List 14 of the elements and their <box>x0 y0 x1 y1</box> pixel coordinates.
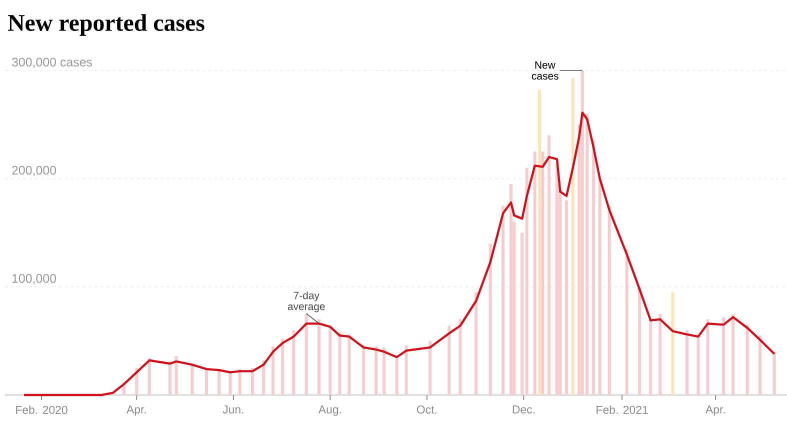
annotation: 7-day average <box>288 292 325 312</box>
chart-title: New reported cases <box>8 14 204 36</box>
y-tick-label: 100,000 <box>12 274 56 284</box>
annotation: New cases <box>532 61 558 80</box>
x-tick-label: Jun. <box>222 406 244 414</box>
x-tick-label: Aug. <box>318 406 341 416</box>
x-tick-label: Feb. 2021 <box>596 406 648 414</box>
x-tick-label: Apr. <box>126 406 146 416</box>
x-tick-label: Dec. <box>512 406 534 414</box>
y-tick-label: 300,000 cases <box>12 58 92 68</box>
x-tick-label: Apr. <box>705 406 725 416</box>
x-tick-label: Feb. 2020 <box>16 406 68 414</box>
x-tick-label: Oct. <box>416 406 436 414</box>
y-tick-label: 200,000 <box>12 166 56 176</box>
